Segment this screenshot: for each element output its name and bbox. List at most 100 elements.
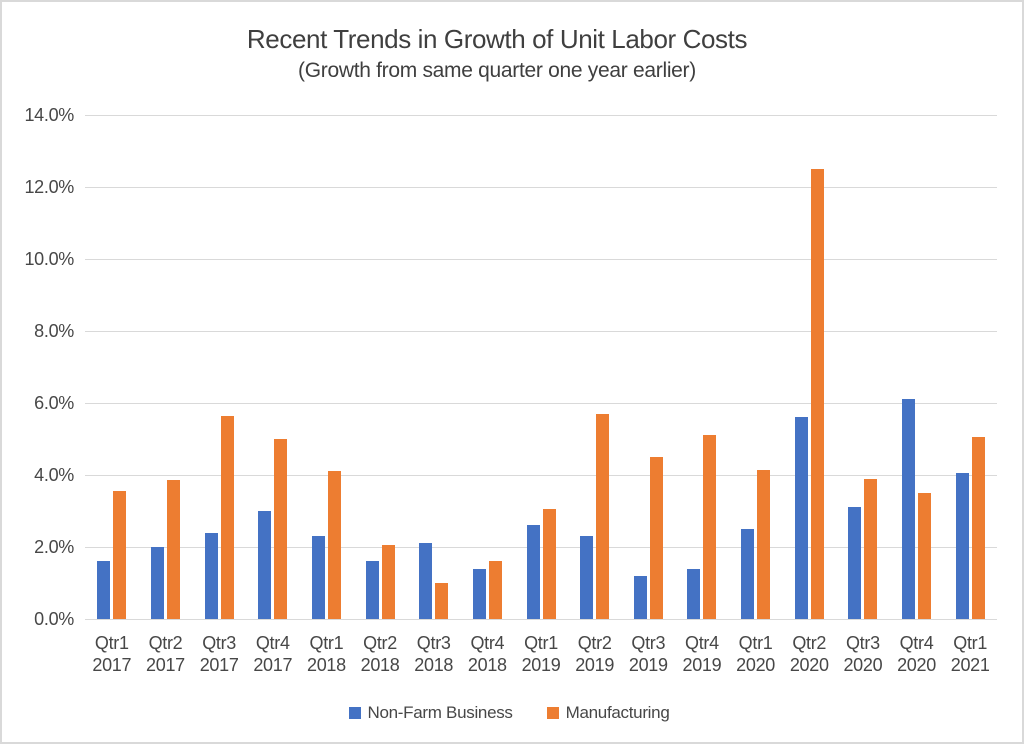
x-label-line: 2019 — [682, 655, 722, 675]
x-label-line: Qtr1 — [953, 633, 988, 653]
x-label-line: Qtr1 — [524, 633, 558, 653]
x-label-line: Qtr2 — [577, 633, 612, 653]
legend: Non-Farm Business Manufacturing — [2, 703, 1016, 723]
y-tick-0-0: 0.0% — [34, 609, 74, 629]
x-label-qtr1-2021: Qtr1 2021 — [935, 632, 1005, 676]
gridline-10-0 — [85, 259, 997, 260]
x-label-line: Qtr3 — [416, 633, 451, 653]
legend-item-manufacturing: Manufacturing — [546, 703, 670, 723]
bar-non-farm-business-qtr3-2017 — [204, 532, 218, 619]
bar-non-farm-business-qtr1-2021 — [955, 473, 969, 619]
bar-manufacturing-qtr4-2019 — [703, 435, 717, 619]
bar-manufacturing-qtr2-2019 — [596, 413, 610, 619]
y-tick-6-0: 6.0% — [34, 393, 74, 413]
bar-non-farm-business-qtr4-2017 — [258, 511, 272, 619]
bar-non-farm-business-qtr2-2017 — [150, 547, 164, 619]
gridline-6-0 — [85, 403, 997, 404]
bar-manufacturing-qtr1-2019 — [542, 509, 556, 619]
x-label-line: 2017 — [146, 655, 185, 675]
gridline-14-0 — [85, 115, 997, 116]
legend-item-non-farm-business: Non-Farm Business — [348, 703, 513, 723]
bar-manufacturing-qtr2-2020 — [810, 169, 824, 619]
bar-non-farm-business-qtr2-2019 — [580, 536, 594, 619]
bar-manufacturing-qtr1-2021 — [971, 437, 985, 619]
x-label-line: 2018 — [360, 655, 400, 675]
x-label-line: Qtr3 — [202, 633, 237, 653]
x-label-line: 2018 — [467, 655, 507, 675]
y-tick-2-0: 2.0% — [34, 537, 74, 557]
bar-manufacturing-qtr3-2018 — [435, 583, 449, 619]
bar-manufacturing-qtr4-2018 — [488, 561, 502, 619]
bar-non-farm-business-qtr3-2018 — [419, 543, 433, 619]
bar-non-farm-business-qtr3-2019 — [633, 575, 647, 619]
x-label-qtr3-2018: Qtr3 2018 — [399, 632, 469, 676]
x-label-line: Qtr3 — [845, 633, 880, 653]
x-label-line: Qtr4 — [685, 633, 719, 653]
x-label-line: 2017 — [253, 655, 293, 675]
x-label-line: Qtr2 — [363, 633, 397, 653]
bar-manufacturing-qtr3-2020 — [864, 478, 878, 619]
bar-manufacturing-qtr4-2017 — [274, 439, 288, 619]
legend-label: Manufacturing — [565, 703, 670, 722]
x-label-qtr2-2018: Qtr2 2018 — [345, 632, 415, 676]
x-label-qtr1-2020: Qtr1 2020 — [721, 632, 791, 676]
x-label-qtr4-2020: Qtr4 2020 — [882, 632, 952, 676]
x-label-line: Qtr1 — [309, 633, 344, 653]
bar-non-farm-business-qtr3-2020 — [848, 507, 862, 619]
legend-swatch-icon — [546, 707, 559, 719]
x-label-line: 2021 — [950, 655, 990, 675]
x-label-qtr4-2019: Qtr4 2019 — [667, 632, 737, 676]
bar-manufacturing-qtr1-2020 — [757, 469, 771, 619]
x-label-line: 2018 — [306, 655, 346, 675]
x-label-qtr3-2020: Qtr3 2020 — [828, 632, 898, 676]
bar-non-farm-business-qtr4-2020 — [902, 399, 916, 619]
x-label-line: 2017 — [199, 655, 239, 675]
bar-non-farm-business-qtr4-2019 — [687, 568, 701, 619]
x-label-qtr3-2017: Qtr3 2017 — [184, 632, 254, 676]
x-label-line: 2020 — [897, 655, 936, 675]
x-label-line: Qtr2 — [148, 633, 183, 653]
x-label-line: Qtr2 — [792, 633, 827, 653]
bar-non-farm-business-qtr1-2018 — [311, 536, 325, 619]
gridline-8-0 — [85, 331, 997, 332]
x-label-line: 2019 — [575, 655, 615, 675]
x-label-line: Qtr3 — [631, 633, 666, 653]
bar-non-farm-business-qtr1-2017 — [97, 561, 111, 619]
x-label-qtr3-2019: Qtr3 2019 — [613, 632, 683, 676]
bar-manufacturing-qtr2-2018 — [381, 545, 395, 619]
gridline-4-0 — [85, 475, 997, 476]
x-label-qtr2-2017: Qtr2 2017 — [130, 632, 200, 676]
x-label-line: 2018 — [414, 655, 454, 675]
x-label-qtr2-2019: Qtr2 2019 — [560, 632, 630, 676]
y-tick-10-0: 10.0% — [24, 249, 74, 269]
gridline-0-0 — [85, 619, 997, 620]
x-label-line: 2019 — [628, 655, 668, 675]
x-label-line: 2020 — [843, 655, 883, 675]
bar-non-farm-business-qtr2-2020 — [794, 417, 808, 619]
gridline-2-0 — [85, 547, 997, 548]
bar-manufacturing-qtr2-2017 — [166, 480, 180, 619]
x-label-qtr2-2020: Qtr2 2020 — [774, 632, 844, 676]
x-label-line: Qtr1 — [738, 633, 773, 653]
bar-non-farm-business-qtr1-2020 — [741, 529, 755, 619]
x-label-line: Qtr4 — [255, 633, 290, 653]
x-label-qtr4-2018: Qtr4 2018 — [452, 632, 522, 676]
gridline-12-0 — [85, 187, 997, 188]
x-label-line: 2020 — [736, 655, 775, 675]
y-tick-8-0: 8.0% — [34, 321, 74, 341]
x-label-qtr1-2019: Qtr1 2019 — [506, 632, 576, 676]
bar-manufacturing-qtr4-2020 — [918, 493, 932, 619]
x-label-qtr4-2017: Qtr4 2017 — [238, 632, 308, 676]
bar-manufacturing-qtr3-2017 — [220, 415, 234, 619]
bar-non-farm-business-qtr4-2018 — [472, 568, 486, 619]
y-tick-12-0: 12.0% — [24, 177, 74, 197]
x-label-line: Qtr4 — [899, 633, 934, 653]
legend-swatch-icon — [348, 707, 361, 719]
y-tick-14-0: 14.0% — [24, 105, 74, 125]
x-label-qtr1-2018: Qtr1 2018 — [291, 632, 361, 676]
legend-label: Non-Farm Business — [367, 703, 513, 722]
x-label-line: 2019 — [521, 655, 561, 675]
x-label-line: Qtr4 — [470, 633, 505, 653]
bar-non-farm-business-qtr2-2018 — [365, 561, 379, 619]
